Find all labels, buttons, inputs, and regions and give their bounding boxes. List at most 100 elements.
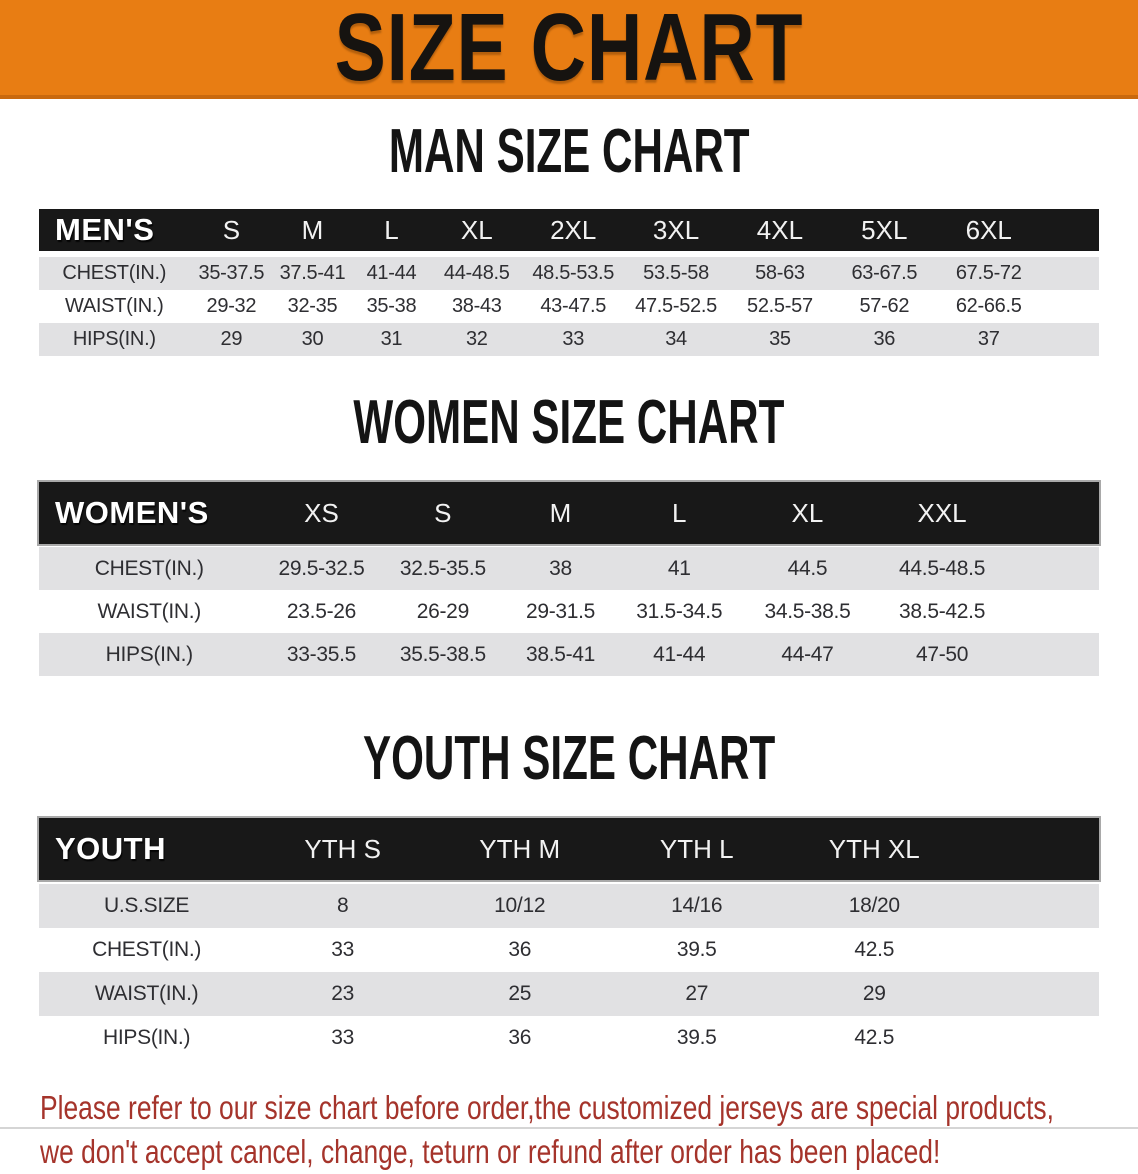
measure-cell: 29 [862,982,886,1005]
measure-cell: 27 [685,982,709,1005]
measure-row: WAIST(IN.) 23.5-26 26-29 29-31.5 31.5-34.5 34… [39,590,1099,633]
measure-cell: 25 [508,982,532,1005]
measure-cell: 33 [331,1026,355,1049]
size-header-cell: L [671,497,687,528]
men-table-rows: CHEST(IN.) 35-37.5 37.5-41 41-44 44-48.5 48.5… [39,257,1099,356]
measure-cell: 37 [977,328,1000,350]
size-header-cell: XXL [917,497,967,528]
measure-cell: 42.5 [854,938,895,961]
measure-cell: 44.5 [787,556,828,580]
row-label: CHEST(IN.) [94,556,204,580]
women-table-header-bar: WOMEN'S XS S M L XL XXL [37,480,1101,546]
measure-cell: 35-37.5 [198,262,265,284]
measure-cell: 39.5 [676,938,717,961]
measure-cell: 57-62 [859,295,910,317]
measure-cell: 37.5-41 [279,262,346,284]
measure-cell: 48.5-53.5 [532,262,615,284]
size-header-cell: YTH XL [828,833,920,864]
youth-table-header-bar: YOUTH YTH S YTH M YTH L YTH XL [37,816,1101,882]
size-header-cell: 4XL [756,214,804,245]
measure-cell: 63-67.5 [851,262,918,284]
measure-row: CHEST(IN.) 29.5-32.5 32.5-35.5 38 41 44.5 44.5… [39,547,1099,590]
row-label: HIPS(IN.) [103,1026,191,1049]
size-header-cell: 6XL [965,214,1012,245]
row-label: U.S.SIZE [104,894,190,917]
size-header-cell: L [384,214,399,245]
row-label: HIPS(IN.) [72,328,156,350]
table-header-label: YOUTH [55,831,166,866]
disclaimer-text: Please refer to our size chart before or… [40,1086,1138,1174]
measure-row: WAIST(IN.) 23 25 27 29 [39,972,1099,1016]
measure-cell: 33 [562,328,585,350]
measure-cell: 36 [873,328,896,350]
measure-cell: 32.5-35.5 [399,556,486,580]
measure-cell: 44-48.5 [443,262,510,284]
size-header-cell: 3XL [652,214,700,245]
measure-cell: 32-35 [287,295,338,317]
measure-cell: 35 [769,328,791,350]
measure-row: HIPS(IN.) 33 36 39.5 42.5 [39,1016,1099,1060]
bottom-edge-line [0,1127,1138,1129]
measure-cell: 34.5-38.5 [764,599,851,623]
measure-cell: 33-35.5 [286,642,357,666]
measure-cell: 41-44 [653,642,706,666]
measure-cell: 62-66.5 [955,295,1022,317]
size-header-cell: 5XL [861,214,908,245]
women-chart-title: WOMEN SIZE CHART [353,388,785,457]
table-header-label: MEN'S [55,212,155,247]
measure-cell: 36 [508,938,532,961]
measure-cell: 29-31.5 [525,599,596,623]
size-header-cell: YTH M [479,833,561,864]
measure-cell: 58-63 [755,262,805,284]
measure-cell: 36 [508,1026,532,1049]
size-header-cell: YTH L [659,833,734,864]
row-label: CHEST(IN.) [92,938,202,961]
size-chart-banner: SIZE CHART [0,0,1138,99]
men-chart-title: MAN SIZE CHART [388,117,750,186]
table-header-label: WOMEN'S [55,495,209,530]
measure-cell: 38-43 [451,295,502,317]
measure-cell: 29-32 [206,295,257,317]
measure-cell: 38 [549,556,572,580]
size-header-cell: XS [304,497,339,528]
measure-cell: 18/20 [848,894,900,917]
size-header-cell: XL [791,497,824,528]
youth-table-rows: U.S.SIZE 8 10/12 14/16 18/20 CHEST(IN.) 33 36 39… [39,884,1099,1060]
measure-cell: 38.5-41 [525,642,596,666]
measure-cell: 47.5-52.5 [635,295,717,317]
measure-cell: 32 [465,328,488,350]
measure-row: HIPS(IN.) 29 30 31 32 33 34 35 36 37 [39,323,1099,356]
row-label: WAIST(IN.) [94,982,199,1005]
size-header-cell: XL [460,214,493,245]
measure-cell: 29 [220,328,243,350]
measure-cell: 38.5-42.5 [899,599,986,623]
row-label: WAIST(IN.) [97,599,201,623]
size-header-cell: S [222,214,241,245]
measure-cell: 53.5-58 [643,262,709,284]
measure-cell: 30 [301,328,324,350]
row-label: CHEST(IN.) [62,262,167,284]
row-label: HIPS(IN.) [105,642,193,666]
measure-cell: 23.5-26 [286,599,357,623]
youth-size-table: YOUTH YTH S YTH M YTH L YTH XL U.S.SIZE 8 10/… [37,816,1101,1060]
measure-cell: 23 [331,982,355,1005]
measure-cell: 42.5 [854,1026,895,1049]
row-label: WAIST(IN.) [65,295,164,317]
size-header-cell: M [549,497,572,528]
measure-cell: 26-29 [416,599,470,623]
size-header-cell: YTH S [304,833,381,864]
measure-cell: 41 [667,556,691,580]
men-table-header-bar: MEN'S S M L XL 2XL 3XL 4XL 5XL 6XL [39,209,1099,251]
measure-cell: 35.5-38.5 [399,642,486,666]
measure-cell: 31 [380,328,403,350]
women-size-table: WOMEN'S XS S M L XL XXL CHEST(IN.) 29.5-32.5 32… [37,480,1101,676]
size-header-cell: S [434,497,452,528]
women-table-rows: CHEST(IN.) 29.5-32.5 32.5-35.5 38 41 44.5 44.5… [39,547,1099,676]
measure-cell: 67.5-72 [955,262,1022,284]
measure-cell: 31.5-34.5 [636,599,723,623]
size-header-cell: M [301,214,324,245]
measure-row: CHEST(IN.) 33 36 39.5 42.5 [39,928,1099,972]
measure-cell: 34 [665,328,687,350]
measure-row: HIPS(IN.) 33-35.5 35.5-38.5 38.5-41 41-44 44-… [39,633,1099,676]
measure-cell: 43-47.5 [540,295,607,317]
